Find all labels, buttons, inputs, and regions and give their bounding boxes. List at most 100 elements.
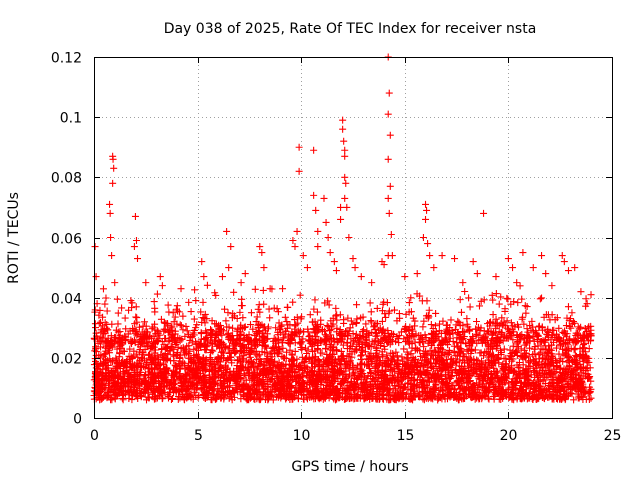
- data-point-band: [145, 351, 153, 359]
- data-point-band: [587, 394, 595, 402]
- data-point-band: [349, 330, 357, 338]
- data-point-band: [185, 342, 193, 350]
- data-point-band: [161, 367, 169, 375]
- data-point-band: [199, 298, 207, 306]
- data-point-band: [433, 373, 441, 381]
- data-point-band: [297, 338, 305, 346]
- data-point: [295, 167, 303, 175]
- data-point-band: [417, 332, 425, 339]
- data-point-band: [371, 337, 379, 345]
- data-point: [385, 89, 393, 97]
- data-point-band: [384, 390, 392, 398]
- data-point-band: [288, 350, 296, 358]
- data-point: [289, 237, 297, 245]
- data-point-band: [126, 363, 134, 371]
- data-point: [299, 252, 307, 260]
- data-point-band: [550, 326, 558, 334]
- data-point-band: [552, 394, 560, 402]
- data-point-band: [402, 362, 410, 370]
- data-point-band: [323, 392, 331, 400]
- data-point-band: [169, 309, 177, 317]
- data-point: [341, 194, 349, 202]
- data-point-band: [236, 365, 244, 373]
- data-point-band: [258, 391, 266, 399]
- data-point-band: [529, 351, 537, 359]
- data-point: [291, 243, 299, 251]
- data-point-band: [420, 362, 428, 370]
- data-point-band: [233, 368, 241, 376]
- data-point-band: [586, 330, 594, 338]
- data-point-band: [211, 320, 219, 328]
- data-point: [340, 137, 348, 145]
- data-point-band: [134, 394, 142, 402]
- data-point-band: [341, 357, 349, 365]
- data-point-band: [389, 374, 397, 382]
- data-point-band: [474, 373, 482, 381]
- data-point-band: [299, 328, 307, 336]
- data-point-band: [352, 392, 360, 400]
- data-point-band: [99, 313, 107, 321]
- data-point: [312, 206, 320, 214]
- data-point-band: [389, 391, 397, 399]
- data-point-band: [450, 386, 458, 394]
- data-point-band: [494, 335, 502, 343]
- data-point-band: [532, 327, 540, 335]
- data-point: [422, 200, 430, 208]
- data-point-band: [523, 303, 531, 311]
- data-point-band: [455, 376, 463, 384]
- data-point-band: [573, 352, 581, 360]
- data-point-band: [562, 349, 570, 357]
- data-point-band: [250, 395, 258, 403]
- data-point-band: [348, 347, 356, 355]
- data-point-band: [121, 314, 129, 322]
- data-point-band: [327, 317, 335, 325]
- data-point-band: [214, 385, 222, 393]
- data-point-band: [324, 323, 332, 331]
- data-point-band: [551, 316, 559, 324]
- data-point-band: [572, 375, 580, 383]
- data-point-band: [421, 354, 429, 362]
- data-point-band: [299, 335, 307, 343]
- data-point-band: [337, 381, 345, 389]
- data-point-band: [365, 331, 373, 339]
- data-point-band: [360, 326, 368, 334]
- data-point-band: [161, 326, 169, 334]
- data-point-band: [407, 294, 415, 302]
- data-point-band: [410, 362, 418, 370]
- data-point-band: [188, 338, 196, 346]
- data-point-band: [567, 324, 575, 332]
- data-point-band: [425, 306, 433, 314]
- data-point-band: [503, 317, 511, 325]
- data-point-band: [104, 364, 112, 372]
- data-point-band: [556, 365, 564, 373]
- data-point-band: [459, 373, 467, 381]
- data-point-band: [254, 371, 262, 379]
- data-point-band: [288, 336, 296, 344]
- data-point-band: [579, 393, 587, 401]
- data-point-band: [532, 361, 540, 369]
- data-point-band: [272, 393, 280, 401]
- data-point-band: [557, 355, 565, 363]
- data-point-band: [247, 358, 255, 366]
- data-point-band: [346, 324, 354, 332]
- data-point-band: [375, 390, 383, 398]
- data-point-band: [480, 372, 488, 380]
- data-point: [106, 209, 114, 217]
- data-point-band: [220, 370, 228, 378]
- data-point-band: [559, 382, 567, 390]
- data-point-band: [513, 374, 521, 382]
- data-point-band: [562, 322, 570, 330]
- data-point-band: [223, 323, 231, 331]
- data-point-band: [378, 317, 386, 325]
- data-point-band: [185, 379, 193, 387]
- data-point-band: [151, 308, 159, 316]
- data-point-band: [413, 376, 421, 384]
- data-point-band: [206, 358, 214, 366]
- data-point-band: [252, 335, 260, 343]
- data-point-band: [151, 392, 159, 400]
- data-point-band: [125, 388, 133, 396]
- data-point-band: [465, 354, 473, 362]
- data-point-band: [97, 318, 105, 326]
- data-point-band: [136, 384, 144, 392]
- data-point-band: [458, 336, 466, 344]
